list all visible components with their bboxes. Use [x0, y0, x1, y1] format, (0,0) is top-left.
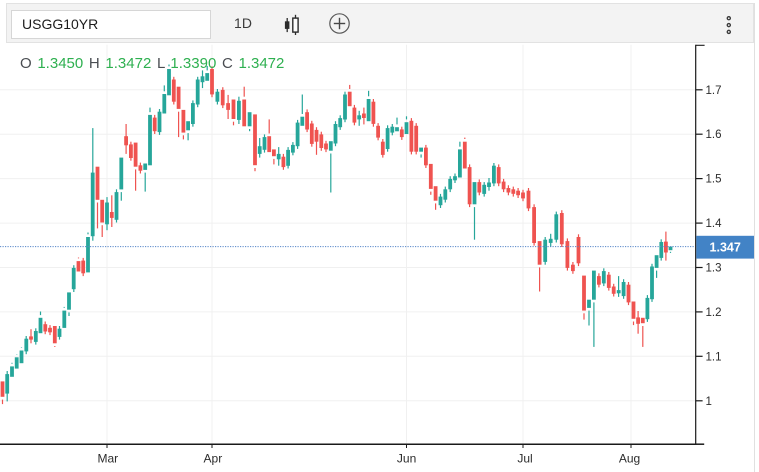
svg-text:Aug: Aug [619, 452, 640, 466]
svg-text:1.7: 1.7 [706, 85, 722, 97]
svg-text:Mar: Mar [97, 452, 118, 466]
svg-text:1.2: 1.2 [706, 307, 722, 319]
svg-text:1.6: 1.6 [706, 129, 722, 141]
svg-text:1.3: 1.3 [706, 263, 722, 275]
svg-text:Jul: Jul [517, 452, 532, 466]
svg-text:1.1: 1.1 [706, 351, 722, 363]
svg-text:Apr: Apr [204, 452, 223, 466]
svg-text:Jun: Jun [397, 452, 416, 466]
svg-text:1: 1 [706, 396, 712, 408]
svg-text:1.4: 1.4 [706, 218, 723, 230]
svg-text:1.5: 1.5 [706, 174, 722, 186]
svg-text:1.347: 1.347 [710, 241, 741, 255]
